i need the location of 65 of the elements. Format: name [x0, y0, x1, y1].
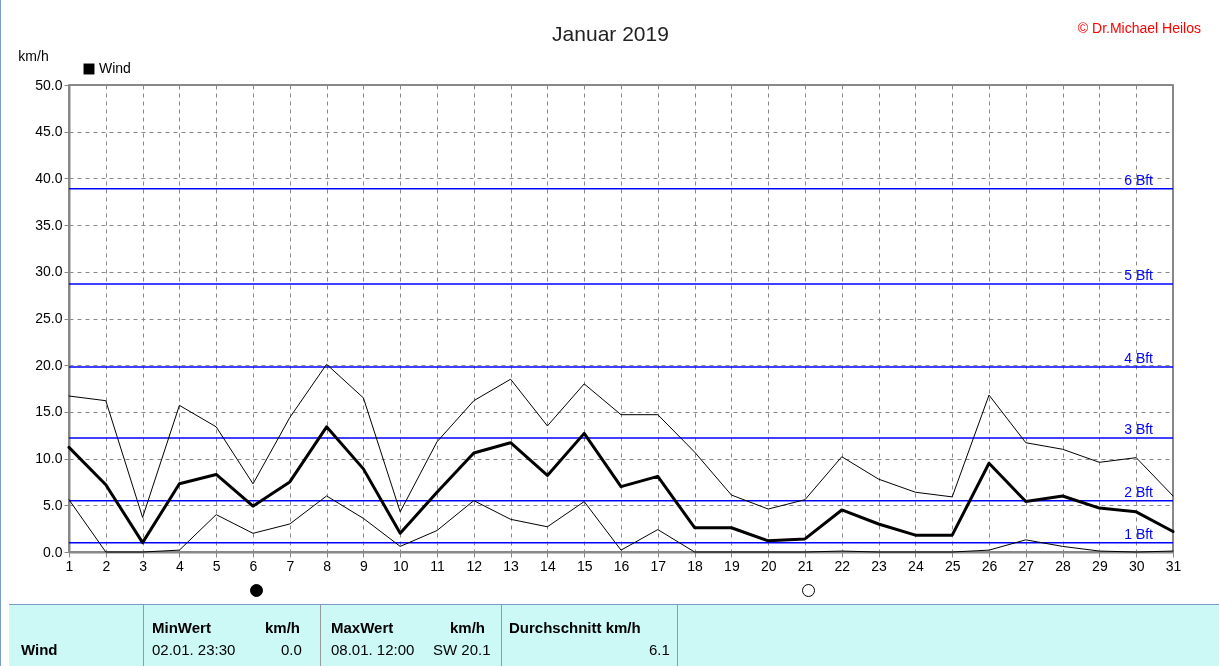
x-tick-label: 7: [286, 557, 295, 574]
ref-line-label: 1 Bft: [1124, 525, 1154, 542]
x-tick-label: 13: [503, 557, 520, 574]
text: Durchschnitt km/h: [509, 619, 641, 636]
text: km/h: [265, 619, 301, 636]
x-tick-label: 1: [65, 557, 74, 574]
x-tick-label: 18: [687, 557, 704, 574]
ref-line-label: 3 Bft: [1124, 421, 1154, 438]
x-tick-label: 16: [613, 557, 630, 574]
text: Wind: [21, 641, 58, 658]
x-tick-label: 15: [576, 557, 593, 574]
text: 6.1: [649, 641, 670, 658]
chart-title: Januar 2019: [552, 22, 669, 45]
y-tick-label: 5.0: [43, 496, 63, 513]
text: © Dr.Michael Heilos: [1077, 20, 1201, 36]
x-tick-label: 10: [392, 557, 409, 574]
x-tick-label: 25: [944, 557, 961, 574]
y-tick-label: 30.0: [35, 263, 63, 280]
ref-line-label: 4 Bft: [1124, 350, 1154, 367]
x-tick-label: 26: [981, 557, 998, 574]
y-tick-label: 25.0: [35, 310, 63, 326]
ref-line-label: 5 Bft: [1124, 266, 1154, 283]
line-series: [68, 363, 1174, 518]
y-tick-label: 50.0: [35, 76, 63, 93]
x-tick-label: 8: [323, 557, 332, 574]
legend-label: Wind: [99, 60, 131, 76]
text: 08.01. 12:00: [331, 641, 415, 658]
text: 02.01. 23:30: [152, 641, 236, 658]
text: SW 20.1: [433, 641, 491, 658]
ref-line-label: 6 Bft: [1124, 171, 1154, 188]
y-tick-label: 15.0: [35, 403, 63, 420]
x-tick-label: 24: [908, 557, 924, 574]
x-tick-label: 20: [760, 557, 777, 574]
x-tick-label: 23: [871, 557, 888, 574]
y-tick-label: 40.0: [35, 169, 63, 186]
y-tick-label: 20.0: [35, 356, 63, 373]
x-tick-label: 5: [212, 557, 221, 574]
x-tick-label: 28: [1055, 557, 1072, 574]
x-tick-label: 11: [430, 557, 445, 574]
x-tick-label: 14: [540, 557, 556, 574]
x-tick-label: 27: [1018, 557, 1035, 574]
y-axis-title: km/h: [18, 47, 49, 64]
text: km/h: [450, 619, 486, 636]
y-tick-label: 35.0: [35, 216, 63, 233]
x-tick-label: 2: [102, 557, 111, 574]
x-tick-label: 22: [834, 557, 851, 574]
x-tick-label: 4: [176, 557, 184, 574]
line-series: [67, 425, 1175, 545]
x-tick-label: 9: [360, 557, 368, 574]
x-tick-label: 6: [249, 557, 258, 574]
text: 0.0: [281, 641, 302, 658]
x-tick-label: 17: [650, 557, 667, 574]
x-tick-label: 19: [724, 557, 740, 574]
y-tick-label: 0.0: [43, 543, 63, 560]
y-tick-label: 45.0: [35, 123, 63, 140]
x-tick-label: 31: [1165, 557, 1182, 574]
x-tick-label: 12: [466, 557, 483, 574]
ref-line-label: 2 Bft: [1124, 483, 1154, 500]
x-tick-label: 3: [139, 557, 148, 574]
x-tick-label: 29: [1092, 557, 1108, 574]
x-tick-label: 21: [797, 557, 814, 574]
y-tick-label: 10.0: [35, 450, 63, 467]
x-tick-label: 30: [1128, 557, 1145, 574]
text: MaxWert: [331, 619, 394, 636]
text: MinWert: [152, 619, 211, 636]
